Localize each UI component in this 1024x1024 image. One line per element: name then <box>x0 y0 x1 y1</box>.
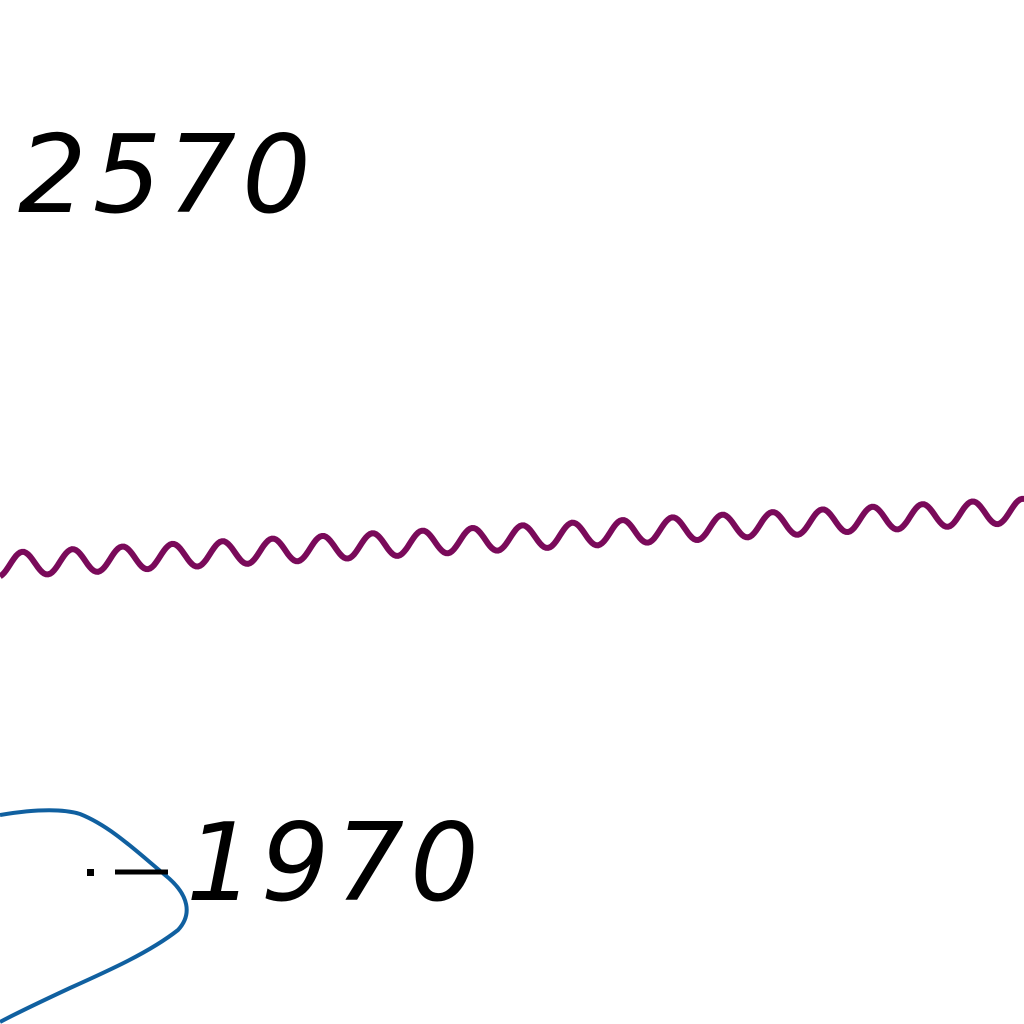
dot <box>87 869 94 876</box>
wavy-line <box>0 495 1024 579</box>
label: 2570 <box>18 113 317 238</box>
blue-curve <box>0 808 189 1024</box>
label: 1970 <box>186 801 485 926</box>
